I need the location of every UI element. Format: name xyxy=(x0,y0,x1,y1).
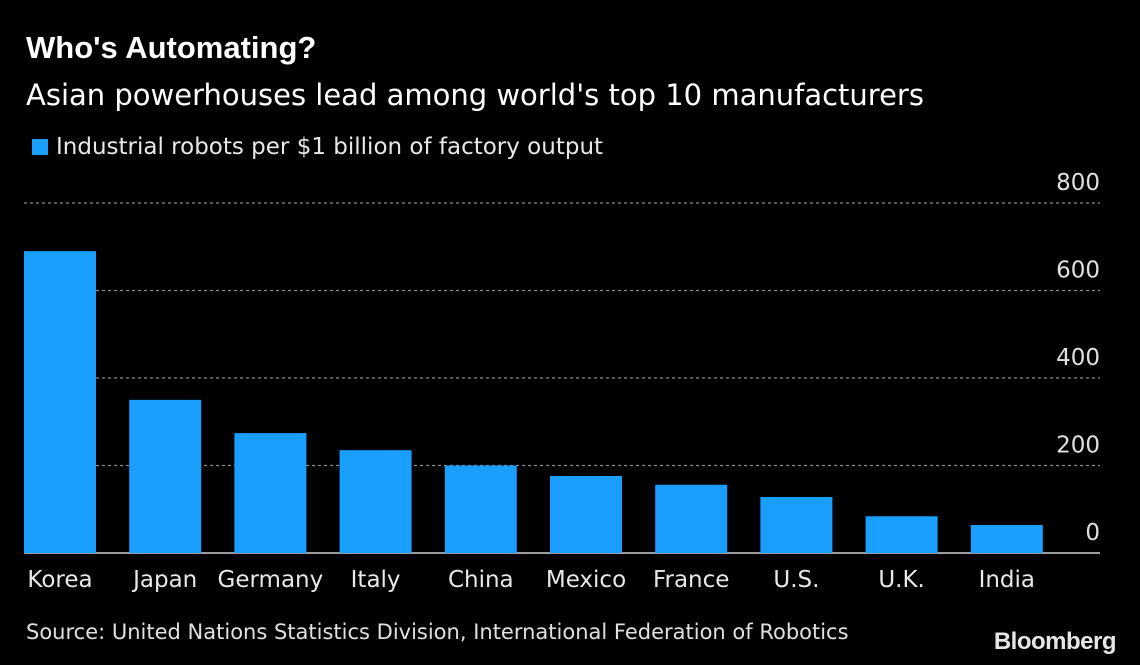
x-tick-label: France xyxy=(653,567,729,593)
y-axis-ticks: 0 200 400 600 800 xyxy=(1056,170,1100,546)
bar-italy xyxy=(339,450,412,553)
bar-india xyxy=(970,525,1043,553)
bar-uk xyxy=(865,516,938,553)
legend: Industrial robots per $1 billion of fact… xyxy=(32,134,603,160)
x-tick-label: Germany xyxy=(218,567,324,593)
x-tick-label: U.K. xyxy=(878,567,925,593)
x-tick-label: India xyxy=(979,567,1035,593)
x-tick-label: Japan xyxy=(131,567,197,593)
chart-title: Who's Automating? xyxy=(26,30,317,65)
y-tick-label: 600 xyxy=(1056,258,1100,284)
x-tick-label: China xyxy=(448,567,514,593)
x-axis-labels: Korea Japan Germany Italy China Mexico France U… xyxy=(27,567,1035,593)
y-tick-label: 200 xyxy=(1056,433,1100,459)
bar-china xyxy=(444,465,517,553)
y-tick-label: 400 xyxy=(1056,345,1100,371)
chart-subtitle: Asian powerhouses lead among world's top… xyxy=(26,78,924,112)
x-tick-label: Mexico xyxy=(546,567,626,593)
bar-germany xyxy=(234,433,307,553)
legend-label: Industrial robots per $1 billion of fact… xyxy=(56,134,604,160)
bar-france xyxy=(655,484,728,553)
source-note: Source: United Nations Statistics Divisi… xyxy=(26,620,849,644)
y-tick-label: 800 xyxy=(1056,170,1100,196)
x-tick-label: U.S. xyxy=(773,567,819,593)
bar-chart: 0 200 400 600 800 Korea Japan Germany Italy Chin… xyxy=(24,170,1100,593)
bar-korea xyxy=(24,251,96,553)
bar-japan xyxy=(129,399,202,553)
bar-mexico xyxy=(550,476,622,553)
y-tick-label: 0 xyxy=(1085,520,1100,546)
x-tick-label: Italy xyxy=(351,567,401,593)
bloomberg-logo: Bloomberg xyxy=(993,628,1117,655)
x-tick-label: Korea xyxy=(27,567,92,593)
legend-swatch xyxy=(32,139,48,155)
bar-us xyxy=(760,497,833,553)
bars xyxy=(24,251,1043,553)
